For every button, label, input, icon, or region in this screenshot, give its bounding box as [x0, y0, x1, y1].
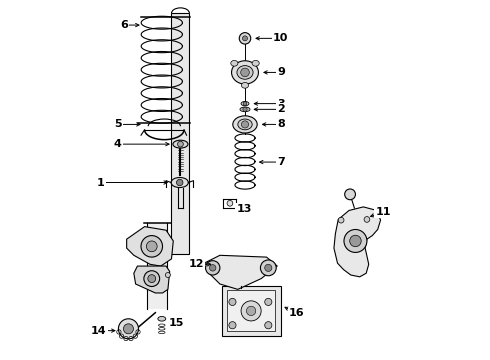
Ellipse shape: [241, 102, 249, 106]
Polygon shape: [205, 255, 277, 289]
Ellipse shape: [233, 116, 257, 133]
Ellipse shape: [237, 66, 253, 79]
Polygon shape: [134, 266, 170, 293]
Ellipse shape: [238, 119, 252, 130]
Bar: [147, 223, 167, 309]
Circle shape: [241, 68, 249, 77]
Text: 12: 12: [189, 259, 204, 269]
Text: 1: 1: [97, 177, 105, 188]
Ellipse shape: [252, 60, 259, 66]
Circle shape: [260, 260, 276, 276]
Circle shape: [344, 189, 355, 200]
Circle shape: [166, 273, 171, 278]
Circle shape: [176, 179, 183, 186]
Circle shape: [147, 241, 157, 252]
Circle shape: [123, 324, 133, 334]
Circle shape: [177, 141, 183, 147]
Text: 16: 16: [289, 309, 305, 318]
Text: 4: 4: [114, 139, 122, 149]
Circle shape: [243, 102, 247, 105]
Text: 14: 14: [91, 325, 106, 336]
Text: 8: 8: [277, 120, 285, 129]
Circle shape: [243, 36, 247, 41]
Ellipse shape: [232, 61, 258, 84]
Circle shape: [265, 298, 272, 306]
Text: 2: 2: [277, 104, 285, 114]
Circle shape: [141, 235, 163, 257]
Circle shape: [148, 275, 156, 283]
Circle shape: [205, 261, 220, 275]
Circle shape: [242, 121, 248, 128]
Circle shape: [364, 217, 370, 222]
Text: 10: 10: [273, 33, 289, 43]
Circle shape: [338, 217, 344, 223]
Circle shape: [350, 235, 361, 247]
Circle shape: [144, 271, 160, 287]
Circle shape: [344, 229, 367, 252]
Ellipse shape: [242, 82, 248, 88]
Ellipse shape: [173, 140, 188, 148]
Bar: [172, 13, 190, 253]
Bar: [221, 286, 281, 336]
Circle shape: [239, 33, 251, 44]
Text: 6: 6: [120, 20, 128, 30]
Text: 5: 5: [114, 120, 122, 129]
Text: 3: 3: [277, 99, 285, 109]
Ellipse shape: [231, 60, 238, 66]
Circle shape: [241, 301, 261, 321]
Ellipse shape: [240, 107, 250, 112]
Circle shape: [265, 264, 272, 271]
Circle shape: [229, 298, 236, 306]
Polygon shape: [126, 226, 173, 266]
Text: 9: 9: [277, 67, 285, 77]
Circle shape: [210, 265, 216, 271]
Text: 11: 11: [375, 207, 391, 217]
Ellipse shape: [158, 316, 166, 321]
Text: 13: 13: [236, 204, 251, 214]
Circle shape: [229, 321, 236, 329]
Text: 15: 15: [169, 319, 185, 328]
Text: 7: 7: [277, 157, 285, 167]
Circle shape: [246, 306, 256, 316]
Polygon shape: [334, 207, 381, 277]
Circle shape: [119, 319, 139, 339]
Ellipse shape: [171, 177, 188, 188]
Circle shape: [265, 321, 272, 329]
Circle shape: [243, 107, 247, 112]
Circle shape: [227, 201, 233, 206]
Bar: [227, 290, 275, 331]
